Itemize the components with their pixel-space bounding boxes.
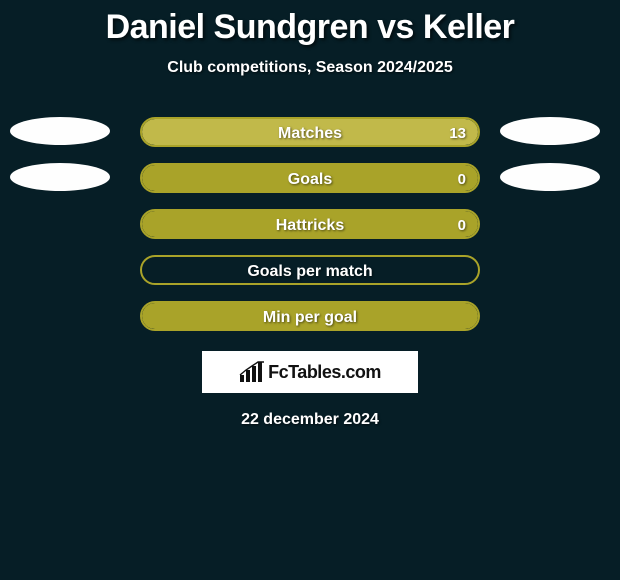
logo-box: FcTables.com xyxy=(202,351,418,393)
stat-label: Matches xyxy=(142,119,478,147)
logo-text: FcTables.com xyxy=(268,362,381,383)
stat-row: Goals per match xyxy=(0,255,620,285)
stat-rows: Matches13Goals0Hattricks0Goals per match… xyxy=(0,117,620,331)
stat-row: Min per goal xyxy=(0,301,620,331)
stat-row: Goals0 xyxy=(0,163,620,193)
stat-row: Matches13 xyxy=(0,117,620,147)
bars-icon xyxy=(239,361,265,383)
player-ellipse-left xyxy=(10,163,110,191)
page-subtitle: Club competitions, Season 2024/2025 xyxy=(0,59,620,77)
stat-label: Goals per match xyxy=(142,257,478,285)
stat-row: Hattricks0 xyxy=(0,209,620,239)
player-ellipse-right xyxy=(500,163,600,191)
stat-bar: Matches13 xyxy=(140,117,480,147)
stat-label: Min per goal xyxy=(142,303,478,331)
stat-bar: Min per goal xyxy=(140,301,480,331)
stat-bar: Goals per match xyxy=(140,255,480,285)
stat-value: 0 xyxy=(458,165,466,193)
page-title: Daniel Sundgren vs Keller xyxy=(0,0,620,47)
stat-value: 13 xyxy=(449,119,466,147)
stat-value: 0 xyxy=(458,211,466,239)
date-text: 22 december 2024 xyxy=(0,411,620,429)
player-ellipse-right xyxy=(500,117,600,145)
player-ellipse-left xyxy=(10,117,110,145)
stat-label: Goals xyxy=(142,165,478,193)
stat-bar: Hattricks0 xyxy=(140,209,480,239)
stat-label: Hattricks xyxy=(142,211,478,239)
stat-bar: Goals0 xyxy=(140,163,480,193)
